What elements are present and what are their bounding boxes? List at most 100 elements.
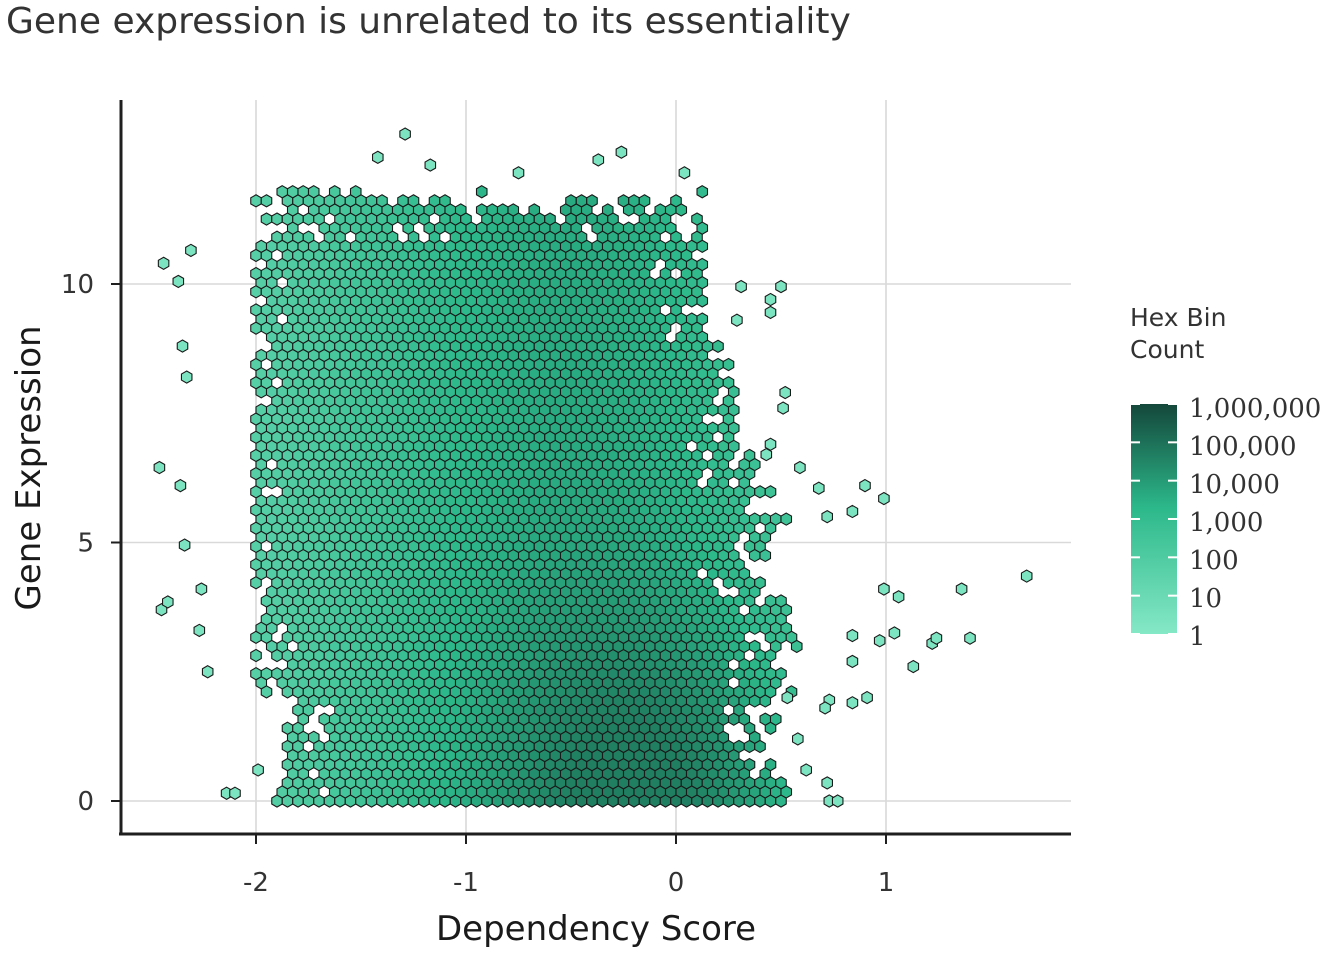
hex-bin — [764, 485, 777, 499]
hex-bin — [250, 648, 262, 663]
hex-bin-outlier — [792, 732, 804, 746]
hex-bin — [691, 212, 703, 226]
hex-bin — [775, 666, 787, 681]
hex-bin-outlier — [185, 243, 197, 258]
hex-bin — [276, 185, 289, 199]
hex-bin-outlier — [878, 491, 890, 506]
hex-bin — [507, 203, 520, 217]
hex-bin — [528, 203, 541, 217]
hex-bin — [748, 639, 761, 654]
hex-bin — [764, 594, 777, 608]
legend-label: 1 — [1189, 622, 1206, 652]
hex-bin-outlier — [731, 313, 743, 327]
hex-bin — [318, 712, 331, 726]
hex-bin-outlier — [201, 665, 214, 679]
hex-bin-outlier — [878, 582, 890, 596]
hex-bin — [743, 757, 756, 772]
hex-bin-outlier — [592, 153, 605, 167]
legend-label: 10,000 — [1189, 470, 1280, 500]
hex-bin-outlier — [735, 279, 747, 294]
hex-bin-outlier — [252, 763, 264, 777]
hex-bin — [271, 230, 283, 244]
hex-bin — [281, 721, 294, 735]
hex-bin — [454, 203, 467, 217]
hex-bin — [733, 739, 745, 754]
hex-bin-outlier — [821, 509, 833, 524]
x-tick-label: 1 — [878, 868, 895, 898]
hex-bin-outlier — [964, 631, 976, 645]
hex-bin — [696, 185, 709, 199]
hex-bin-outlier — [399, 127, 411, 141]
hex-bin-outlier — [813, 481, 825, 495]
hex-bin-outlier — [764, 292, 777, 307]
hex-bin — [759, 512, 772, 526]
hex-bin — [271, 666, 283, 681]
hex-bin — [250, 194, 262, 208]
hex-bin-outlier — [162, 595, 174, 609]
hex-bin-outlier — [861, 690, 873, 705]
y-tick-label: 0 — [77, 787, 94, 817]
hex-bin-outlier — [764, 305, 777, 320]
y-axis-ticks: 0 5 10 — [61, 270, 121, 817]
hex-bin — [328, 185, 341, 199]
hex-bin-outlier — [229, 786, 241, 800]
hex-bin — [255, 239, 268, 254]
legend-ticks: 1 10 100 1,000 10,000 100,000 1,000,000 — [1131, 394, 1321, 652]
legend-label: 100 — [1189, 546, 1239, 576]
color-legend: Hex Bin Count 1 10 100 1,000 10,000 100,000 1,… — [1130, 303, 1321, 652]
hex-bin-outlier — [846, 654, 859, 669]
hex-bin-outlier — [873, 634, 886, 648]
hex-bin — [349, 185, 362, 199]
hex-bin — [769, 512, 782, 526]
hexbin-layer — [153, 127, 1033, 808]
hex-bin — [544, 212, 556, 226]
hex-bin — [250, 266, 262, 281]
y-axis-title: Gene Expression — [9, 325, 49, 610]
hex-bin — [586, 194, 598, 208]
hex-bin-outlier — [892, 590, 905, 604]
hex-bin-outlier — [800, 763, 812, 777]
hex-bin-outlier — [178, 538, 191, 552]
hex-bin — [407, 194, 420, 208]
hex-bin — [250, 303, 262, 317]
hex-bin-outlier — [955, 582, 968, 596]
hex-bin-outlier — [193, 623, 206, 638]
hex-bin — [759, 712, 772, 726]
hex-bin-outlier — [195, 582, 208, 596]
hex-bin — [365, 194, 378, 208]
hex-bin — [255, 403, 268, 417]
hex-bin — [775, 776, 787, 790]
hex-bin — [764, 757, 777, 772]
hex-bin — [628, 194, 640, 208]
hex-bin — [286, 185, 299, 199]
hex-bin-outlier — [172, 274, 185, 289]
hex-bin-outlier — [157, 256, 170, 271]
hex-bin-outlier — [821, 776, 833, 790]
y-tick-label: 5 — [77, 529, 94, 559]
hex-bin — [706, 421, 719, 435]
hex-bin — [565, 194, 577, 208]
legend-title-line-2: Count — [1130, 335, 1204, 364]
hex-bin — [307, 185, 320, 199]
hex-bin — [696, 257, 709, 272]
hex-bin-outlier — [424, 158, 437, 172]
hex-bin-outlier — [174, 478, 187, 493]
hex-bin — [302, 230, 315, 244]
hex-bin-outlier — [615, 145, 628, 159]
hex-bin — [250, 666, 262, 681]
hex-bin — [260, 666, 273, 681]
legend-title-line-1: Hex Bin — [1130, 303, 1226, 332]
x-axis-ticks: -2 -1 0 1 — [243, 834, 894, 898]
hex-bin — [712, 357, 724, 372]
legend-label: 1,000,000 — [1189, 394, 1321, 424]
hex-bin — [685, 312, 698, 326]
hex-bin-outlier — [888, 626, 901, 640]
hex-bin — [376, 194, 388, 208]
hex-bin-outlier — [930, 631, 943, 645]
hex-bin — [743, 448, 756, 463]
hex-bin — [769, 712, 782, 726]
x-tick-label: -2 — [243, 868, 269, 898]
hex-bin — [622, 221, 635, 235]
